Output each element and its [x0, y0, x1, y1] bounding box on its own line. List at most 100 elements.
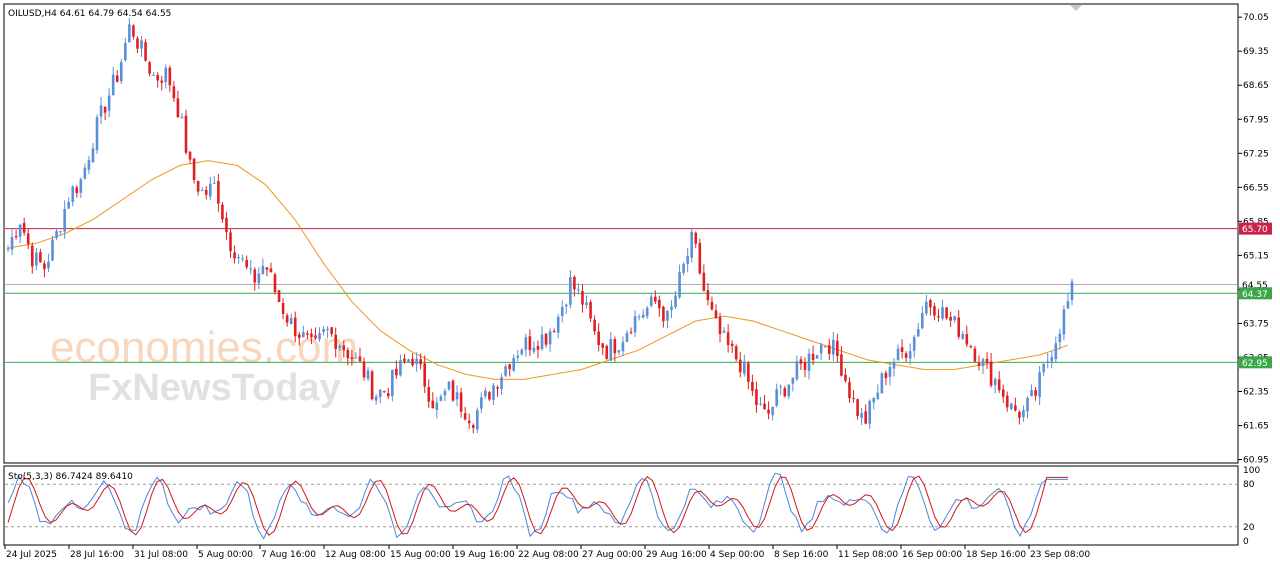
candle-body: [1001, 389, 1005, 397]
candle: [225, 211, 228, 240]
candle-body: [132, 25, 135, 37]
candle-body: [314, 335, 317, 339]
candle: [83, 163, 87, 180]
candle-body: [160, 80, 164, 83]
stoch-scale-label: 20: [1243, 523, 1255, 533]
candle-body: [1066, 301, 1070, 309]
candle: [662, 305, 665, 328]
candle: [929, 298, 932, 316]
candle: [63, 200, 66, 239]
candle: [900, 339, 904, 359]
candle: [969, 344, 973, 349]
candle: [738, 351, 742, 378]
candle: [815, 354, 819, 359]
candle-body: [269, 268, 273, 273]
candle: [965, 325, 969, 348]
candle: [192, 157, 196, 184]
candle-body: [1058, 333, 1062, 343]
candle: [844, 368, 847, 383]
candle: [953, 315, 956, 323]
candle: [99, 96, 103, 125]
candle: [734, 344, 738, 362]
candle: [1026, 396, 1029, 419]
candle: [779, 384, 783, 396]
candle-body: [370, 371, 374, 400]
candle: [775, 383, 778, 408]
candle: [1010, 402, 1013, 411]
stoch-scale-label: 100: [1243, 466, 1260, 476]
candle: [289, 313, 293, 325]
candle-body: [840, 354, 843, 376]
price-tag-label: 62.95: [1242, 359, 1268, 369]
candle: [39, 248, 42, 263]
candle-body: [629, 331, 633, 333]
candle: [649, 292, 653, 308]
candle-body: [67, 201, 70, 209]
candle: [208, 176, 212, 201]
candle: [892, 358, 896, 377]
candle-body: [848, 382, 851, 399]
candle: [560, 300, 564, 323]
candle-body: [407, 359, 410, 362]
x-tick-label: 15 Aug 00:00: [390, 550, 451, 560]
candle-body: [200, 189, 204, 191]
candle-body: [601, 343, 605, 348]
candle-body: [714, 310, 718, 318]
candle: [330, 327, 333, 337]
candle: [257, 267, 261, 290]
candle-body: [51, 239, 54, 261]
candle-body: [346, 349, 350, 359]
candle: [180, 113, 184, 119]
candle: [945, 307, 948, 320]
y-tick-label: 69.35: [1243, 47, 1269, 57]
candle: [807, 348, 811, 380]
candle: [184, 109, 188, 155]
candle-body: [678, 272, 681, 298]
candle-body: [569, 277, 572, 305]
candle-body: [500, 377, 503, 390]
candle: [666, 310, 669, 329]
candle-body: [403, 358, 406, 362]
candle-body: [654, 296, 657, 302]
candle-body: [302, 331, 305, 338]
y-tick-label: 68.65: [1243, 81, 1269, 91]
candle-body: [140, 40, 143, 49]
candle-body: [876, 392, 880, 399]
candle: [718, 312, 722, 343]
candle-body: [176, 98, 180, 118]
candle-body: [281, 303, 285, 314]
candle-body: [488, 392, 491, 400]
candle-body: [119, 62, 123, 82]
candle-body: [1010, 403, 1013, 409]
moving-average-line: [7, 160, 1069, 380]
candle: [564, 303, 568, 314]
candle: [168, 65, 172, 93]
candle-body: [378, 389, 382, 398]
candle: [439, 394, 443, 402]
candle-body: [981, 359, 985, 366]
candle: [864, 404, 867, 425]
stoch-main-line: [7, 472, 1068, 540]
candle-body: [836, 340, 839, 356]
candle: [59, 230, 62, 236]
candle-body: [743, 361, 746, 374]
candle-body: [471, 425, 475, 428]
candle: [22, 217, 26, 236]
candle-body: [767, 409, 770, 414]
candle-body: [771, 406, 774, 416]
candle: [876, 384, 880, 401]
candle: [985, 352, 989, 369]
candle-body: [492, 385, 495, 400]
candle-body: [827, 345, 831, 354]
candle: [981, 357, 985, 375]
candle: [706, 282, 710, 306]
candle: [374, 394, 378, 405]
candle-body: [427, 387, 431, 402]
candle-body: [480, 397, 483, 409]
candle: [1050, 350, 1054, 369]
chart-shift-icon[interactable]: [1070, 5, 1082, 11]
candle-body: [933, 306, 936, 316]
candle-body: [362, 361, 366, 378]
candle-body: [544, 333, 548, 345]
